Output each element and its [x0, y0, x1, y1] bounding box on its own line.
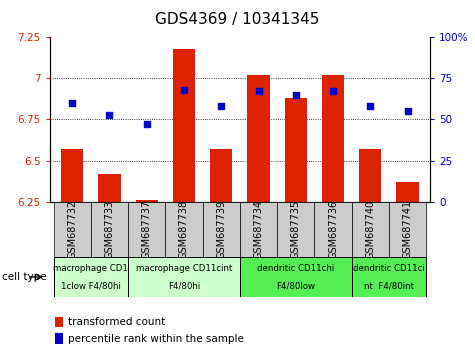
Bar — [247, 75, 270, 202]
Bar — [54, 257, 128, 297]
Text: GSM687738: GSM687738 — [179, 200, 189, 259]
Bar — [98, 174, 121, 202]
Bar — [389, 202, 426, 257]
Bar — [240, 202, 277, 257]
Bar — [203, 202, 240, 257]
Text: F4/80hi: F4/80hi — [168, 281, 200, 291]
Point — [180, 87, 188, 93]
Text: GSM687733: GSM687733 — [104, 200, 114, 259]
Text: GSM687734: GSM687734 — [254, 200, 264, 259]
Text: GSM687741: GSM687741 — [402, 200, 412, 259]
Bar — [352, 257, 426, 297]
Text: dendritic CD11chi: dendritic CD11chi — [257, 263, 334, 273]
Text: nt  F4/80int: nt F4/80int — [364, 281, 414, 291]
Text: GSM687735: GSM687735 — [291, 200, 301, 259]
Bar — [396, 182, 418, 202]
Bar — [240, 257, 352, 297]
Bar — [128, 202, 165, 257]
Point — [292, 92, 300, 98]
Bar — [285, 98, 307, 202]
Bar — [61, 149, 84, 202]
Point — [255, 88, 262, 94]
Point — [218, 103, 225, 109]
Text: GDS4369 / 10341345: GDS4369 / 10341345 — [155, 12, 320, 27]
Text: 1clow F4/80hi: 1clow F4/80hi — [61, 281, 121, 291]
Bar — [165, 202, 203, 257]
Bar — [352, 202, 389, 257]
Bar — [314, 202, 352, 257]
Text: GSM687732: GSM687732 — [67, 200, 77, 259]
Bar — [359, 149, 381, 202]
Text: GSM687739: GSM687739 — [216, 200, 226, 259]
Bar — [135, 200, 158, 202]
Bar — [210, 149, 232, 202]
Text: cell type: cell type — [2, 272, 47, 282]
Bar — [322, 75, 344, 202]
Bar — [173, 49, 195, 202]
Point — [329, 88, 337, 94]
Text: macrophage CD11cint: macrophage CD11cint — [136, 263, 232, 273]
Text: macrophage CD1: macrophage CD1 — [53, 263, 128, 273]
Point — [105, 112, 113, 118]
Text: GSM687740: GSM687740 — [365, 200, 375, 259]
Point — [367, 103, 374, 109]
Point — [143, 121, 151, 127]
Point — [404, 108, 411, 114]
Bar — [54, 202, 91, 257]
Text: F4/80low: F4/80low — [276, 281, 315, 291]
Text: GSM687737: GSM687737 — [142, 200, 152, 259]
Bar — [277, 202, 314, 257]
Text: percentile rank within the sample: percentile rank within the sample — [68, 334, 244, 344]
Text: transformed count: transformed count — [68, 317, 165, 327]
Bar — [128, 257, 240, 297]
Point — [68, 100, 76, 106]
Bar — [91, 202, 128, 257]
Text: GSM687736: GSM687736 — [328, 200, 338, 259]
Text: dendritic CD11ci: dendritic CD11ci — [353, 263, 425, 273]
